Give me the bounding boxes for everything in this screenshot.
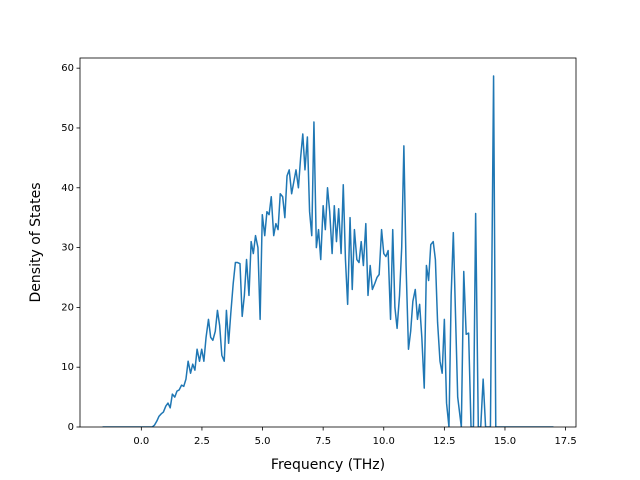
y-tick-label: 30 <box>61 243 74 254</box>
plot-frame <box>79 57 577 428</box>
y-axis-label: Density of States <box>28 183 44 303</box>
y-tick-label: 60 <box>61 63 74 74</box>
y-tick-label: 0 <box>68 422 74 433</box>
x-tick-label: 0.0 <box>133 436 149 447</box>
y-tick-label: 50 <box>61 123 74 134</box>
x-tick-label: 2.5 <box>194 436 210 447</box>
y-tick-label: 40 <box>61 183 74 194</box>
x-tick-label: 17.5 <box>554 436 576 447</box>
x-tick-label: 5.0 <box>255 436 271 447</box>
y-tick-label: 10 <box>61 362 74 373</box>
x-tick-label: 15.0 <box>494 436 516 447</box>
x-axis-label: Frequency (THz) <box>271 457 385 473</box>
x-tick-label: 12.5 <box>433 436 455 447</box>
y-tick-label: 20 <box>61 302 74 313</box>
x-tick-label: 10.0 <box>373 436 395 447</box>
line-series <box>102 75 554 427</box>
x-tick-label: 7.5 <box>315 436 331 447</box>
